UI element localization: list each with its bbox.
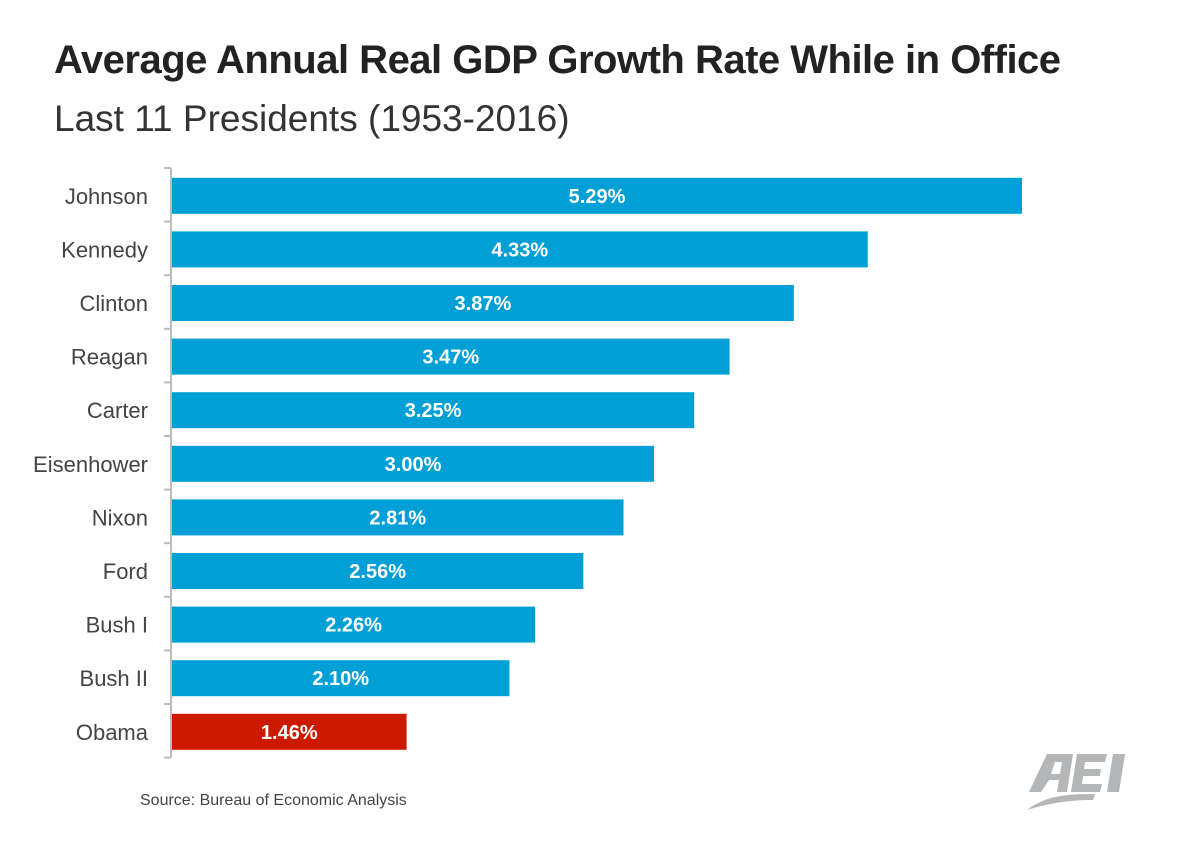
bar-kennedy [172,231,868,268]
bar-johnson [172,177,1022,214]
data-label: 2.56% [349,561,406,583]
aei-logo [1027,754,1125,810]
data-label: 3.47% [422,347,479,369]
chart-title: Average Annual Real GDP Growth Rate Whil… [54,38,1061,82]
category-label: Eisenhower [33,452,148,477]
bar-carter [172,392,695,429]
bar-clinton [172,285,794,321]
source-note: Source: Bureau of Economic Analysis [140,792,407,809]
category-label: Bush I [86,613,148,638]
data-label: 3.25% [405,400,462,422]
data-label: 4.33% [492,239,549,261]
category-label: Reagan [71,345,148,370]
category-label: Johnson [65,184,148,209]
data-label: 1.46% [261,722,318,744]
data-label: 2.81% [369,507,426,529]
bar-ford [172,553,584,589]
data-label: 2.26% [325,615,382,637]
bar-reagan [172,338,730,375]
chart-subtitle: Last 11 Presidents (1953-2016) [54,98,570,139]
category-label: Bush II [80,666,148,691]
bar-eisenhower [172,445,655,482]
data-label: 5.29% [569,186,626,208]
category-label: Clinton [80,291,148,316]
category-label: Ford [103,559,148,584]
category-label: Kennedy [61,237,148,262]
bar-nixon [172,499,624,536]
category-label: Nixon [92,505,148,530]
category-label: Obama [76,720,149,745]
data-label: 3.00% [385,454,442,476]
data-label: 2.10% [312,668,369,690]
bar-bush-ii [172,660,510,697]
category-label: Carter [87,398,148,423]
data-label: 3.87% [455,293,512,315]
bar-bush-i [172,606,536,643]
bar-obama [172,713,407,750]
